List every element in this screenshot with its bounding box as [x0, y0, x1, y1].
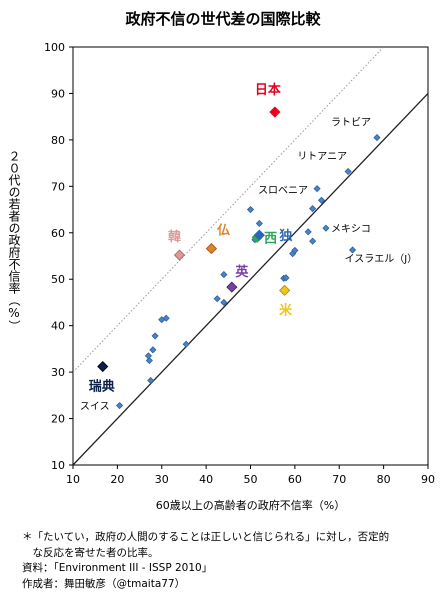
x-tick-label: 90 [421, 473, 435, 486]
data-point [373, 134, 381, 142]
reference-lines [73, 47, 428, 465]
data-point [220, 271, 228, 279]
y-tick-label: 90 [51, 87, 65, 100]
data-points [97, 106, 381, 410]
x-tick-label: 60 [288, 473, 302, 486]
data-point [213, 295, 221, 303]
point-label: リトアニア [297, 151, 347, 162]
highlight-point [173, 249, 186, 261]
note-line: ＊「たいてい，政府の人間のすることは正しいと信じられる」に対し，否定的 [22, 531, 390, 543]
data-point [344, 167, 352, 176]
note-line: な反応を寄せた者の比率。 [22, 546, 159, 559]
highlight-point [269, 106, 281, 118]
highlight-label: 西 [264, 231, 277, 246]
data-point [149, 346, 157, 354]
y-tick-label: 70 [51, 180, 65, 193]
y-tick-label: 60 [51, 227, 65, 240]
x-tick-label: 10 [66, 473, 80, 486]
author-line: 作成者：舞田敏彦（@tmaita77） [22, 577, 186, 590]
point-label: スイス [80, 402, 110, 413]
data-point [147, 376, 155, 385]
data-point [116, 401, 124, 410]
data-point [304, 228, 312, 236]
highlight-label: 韓 [168, 229, 181, 245]
axes: 10 20 30 40 50 60 70 80 90 10 20 30 40 50 60 70 80 90 100 [44, 41, 435, 486]
data-point [151, 332, 159, 340]
highlight-point [253, 229, 265, 241]
source-line: 資料：「Environment III - ISSP 2010」 [22, 562, 213, 574]
data-point [322, 224, 330, 232]
y-tick-label: 40 [51, 320, 65, 333]
point-label: ラトビア [331, 117, 371, 129]
x-tick-label: 70 [332, 473, 346, 486]
point-label: スロベニア [258, 185, 308, 197]
data-point [145, 356, 153, 365]
data-point [348, 246, 357, 254]
highlight-label: 仏 [217, 224, 230, 239]
point-label: メキシコ [331, 224, 371, 235]
data-point [220, 298, 228, 307]
data-point [291, 246, 299, 254]
data-point [162, 314, 170, 322]
highlight-point [205, 243, 218, 255]
y-tick-label: 20 [51, 413, 65, 426]
data-point [255, 219, 263, 228]
x-tick-label: 30 [155, 473, 169, 486]
chart-title: 政府不信の世代差の国際比較 [125, 10, 321, 28]
data-point [246, 205, 255, 214]
highlight-label: 瑞典 [89, 379, 115, 395]
highlight-point [97, 360, 109, 373]
data-point [313, 185, 321, 193]
footnotes: ＊「たいてい，政府の人間のすることは正しいと信じられる」に対し，否定的 な反応を… [22, 530, 389, 592]
highlight-point [279, 284, 291, 296]
y-tick-label: 30 [51, 366, 65, 379]
point-label: イスラエル（J） [345, 253, 418, 265]
x-tick-label: 20 [110, 473, 124, 486]
x-tick-label: 80 [377, 473, 391, 486]
highlight-label: 英 [234, 264, 249, 280]
highlight-label: 日本 [255, 82, 281, 98]
data-point [144, 352, 153, 360]
highlight-point [226, 281, 238, 293]
equality-line [73, 92, 428, 465]
x-axis-label: 60歳以上の高齢者の政府不信率（%） [155, 499, 346, 512]
y-tick-label: 10 [51, 459, 65, 472]
y-tick-label: 80 [51, 134, 65, 147]
y-axis-label: ２０代の若者の政府不信率（%） [7, 150, 21, 332]
x-tick-label: 50 [244, 473, 258, 486]
y-tick-label: 50 [51, 273, 65, 286]
data-point [282, 274, 290, 282]
data-point [182, 340, 190, 348]
data-point [309, 205, 317, 213]
highlight-label: 米 [279, 302, 293, 318]
y-tick-label: 100 [44, 41, 65, 54]
data-point [309, 237, 317, 245]
x-tick-label: 40 [199, 473, 213, 486]
plus-20-line [73, 47, 385, 373]
data-point [317, 196, 326, 204]
highlight-label: 独 [279, 228, 292, 244]
